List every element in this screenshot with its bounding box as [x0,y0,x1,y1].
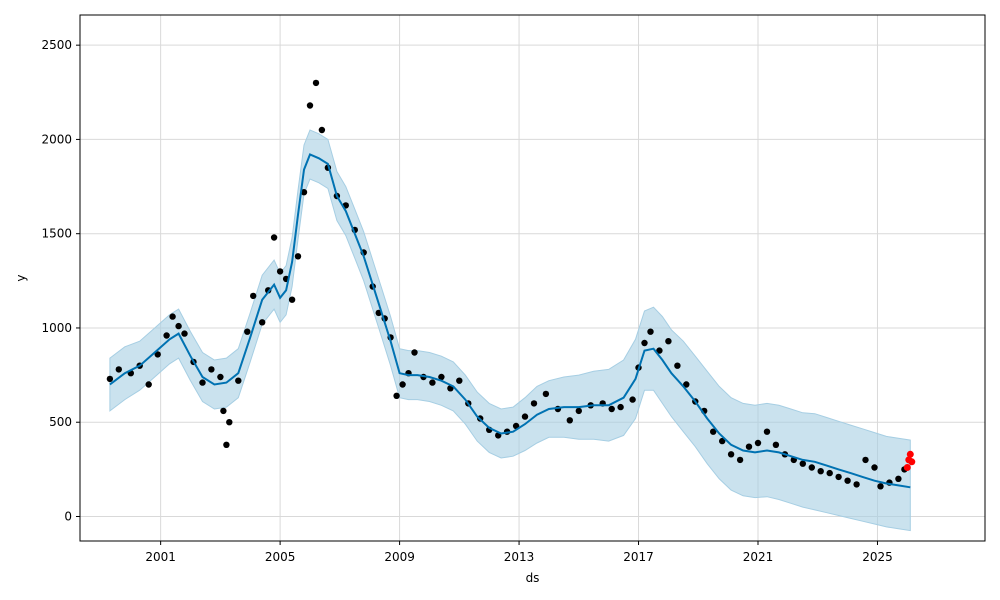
x-tick-label: 2005 [265,550,296,564]
plot-frame [79,14,986,542]
observed-point [799,460,806,467]
observed-point [318,126,326,134]
observed-point [226,419,233,426]
observed-point [199,379,206,386]
observed-point [235,377,242,384]
observed-point [727,451,735,458]
observed-point [294,253,302,260]
observed-point [826,469,833,477]
observed-point [745,443,753,450]
observed-point [220,407,227,415]
observed-point [154,351,161,358]
recent-point [908,458,916,466]
observed-point [641,339,648,347]
observed-point [719,437,726,445]
observed-point [393,392,400,399]
observed-point [250,292,257,300]
observed-point [106,375,114,383]
observed-point [763,428,771,435]
observed-point [169,313,176,320]
observed-point [115,366,123,373]
axis-ticks: 2001 2005 2009 2013 2017 2021 2025 0 500 1000 1500… [41,38,892,564]
observed-point [736,456,744,464]
uncertainty-band-layer [109,129,911,532]
observed-point [259,319,266,326]
observed-point [608,405,615,413]
y-tick-label: 1000 [41,321,72,335]
observed-point [844,477,851,484]
observed-point [521,413,529,420]
observed-point [665,338,672,345]
observed-point [411,349,418,356]
y-tick-label: 500 [49,415,72,429]
observed-point [871,464,878,471]
observed-point [647,328,654,335]
observed-point [656,347,663,354]
observed-point [772,441,780,448]
recent-point [906,450,914,458]
y-tick-label: 2000 [41,132,72,146]
observed-point [244,328,251,335]
observed-point [862,456,869,464]
x-axis-label: ds [526,571,540,585]
x-tick-label: 2021 [743,550,774,564]
observed-point [530,400,538,407]
observed-point [181,330,188,337]
observed-point [808,464,815,471]
observed-point [300,189,308,196]
observed-point [566,417,573,424]
observed-point [617,403,624,411]
observed-point [629,396,636,403]
forecast-line-layer [109,153,911,489]
observed-point [223,441,230,448]
y-tick-label: 0 [64,509,72,523]
observed-point [542,390,550,398]
observed-point [877,483,884,490]
recent-point [903,464,911,471]
observed-point [429,379,436,386]
observed-point [276,268,284,275]
x-tick-label: 2017 [623,550,654,564]
y-tick-label: 1500 [41,227,72,241]
observed-point [438,373,445,381]
y-tick-label: 2500 [41,38,72,52]
x-tick-label: 2001 [145,550,176,564]
observed-point [208,366,215,373]
observed-point [853,481,860,488]
observed-point [835,473,842,481]
observed-point [270,234,278,241]
observed-point [683,381,690,388]
observed-point [163,332,170,339]
recent-points-layer [903,450,916,471]
observed-point [217,373,224,381]
observed-point [288,296,296,303]
x-tick-label: 2025 [862,550,893,564]
observed-point [312,79,320,87]
observed-point [754,439,762,447]
observed-point [145,381,152,388]
observed-point [710,428,717,435]
y-axis-label: y [14,274,28,281]
observed-point [399,381,406,388]
uncertainty-band [109,129,911,532]
observed-point [575,407,582,415]
observed-point [895,475,902,482]
observed-point [306,102,314,109]
observed-point [175,322,182,330]
observed-point [456,377,463,384]
x-tick-label: 2013 [504,550,535,564]
observed-point [674,362,681,369]
observed-point [817,468,824,475]
x-tick-label: 2009 [384,550,415,564]
forecast-line [109,153,911,489]
